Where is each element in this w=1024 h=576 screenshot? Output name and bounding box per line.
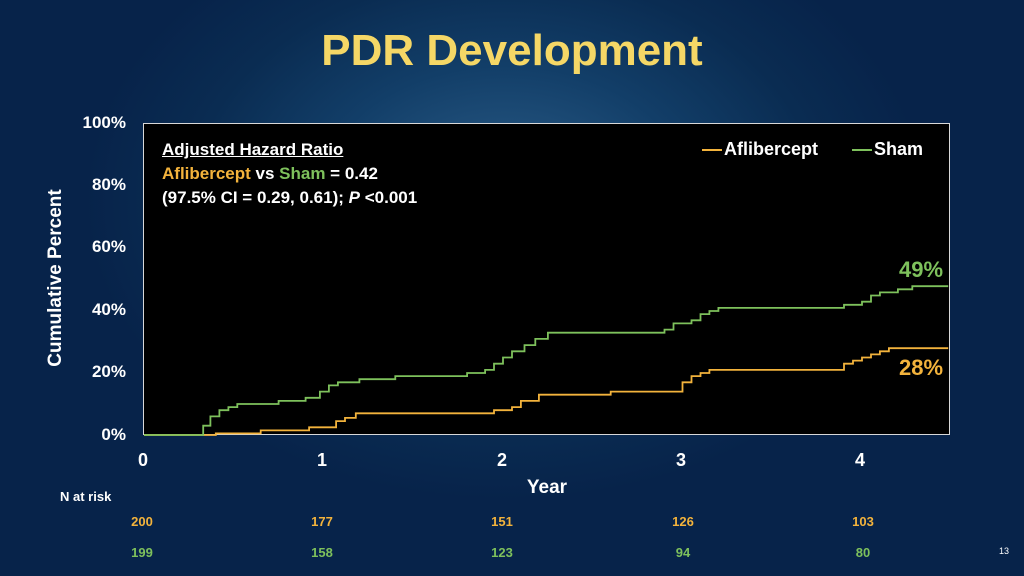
n-at-risk-aflibercept-4: 103 bbox=[852, 514, 874, 529]
km-chart bbox=[144, 285, 949, 436]
n-at-risk-aflibercept-2: 151 bbox=[491, 514, 513, 529]
y-tick-60: 60% bbox=[91, 237, 126, 256]
hr-value: = 0.42 bbox=[325, 164, 378, 183]
n-at-risk-label: N at risk bbox=[60, 489, 112, 504]
y-tick-20: 20% bbox=[91, 362, 126, 381]
n-at-risk-aflibercept-3: 126 bbox=[672, 514, 694, 529]
x-axis-label: Year bbox=[526, 477, 568, 498]
hr-aflibercept-word: Aflibercept bbox=[162, 164, 251, 183]
series-line-sham bbox=[144, 285, 949, 436]
legend-label-sham: Sham bbox=[874, 139, 924, 159]
y-tick-100: 100% bbox=[82, 113, 126, 132]
y-tick-0: 0% bbox=[101, 425, 126, 444]
hr-sham-word: Sham bbox=[279, 164, 326, 183]
x-tick-4: 4 bbox=[854, 450, 866, 470]
legend-swatch-aflibercept bbox=[702, 148, 722, 151]
hazard-ratio-annotation: Adjusted Hazard Ratio Aflibercept vs Sha… bbox=[162, 138, 417, 210]
hazard-ratio-title: Adjusted Hazard Ratio bbox=[162, 140, 344, 159]
n-at-risk-sham-0: 199 bbox=[131, 545, 153, 560]
n-at-risk-sham-2: 123 bbox=[491, 545, 513, 560]
n-at-risk-sham-4: 80 bbox=[855, 545, 871, 560]
slide-title: PDR Development bbox=[321, 26, 703, 75]
p-value: <0.001 bbox=[359, 188, 418, 207]
x-tick-3: 3 bbox=[675, 450, 687, 470]
legend-sham: Sham bbox=[852, 139, 923, 160]
legend-label-aflibercept: Aflibercept bbox=[724, 139, 819, 159]
n-at-risk-aflibercept-0: 200 bbox=[131, 514, 153, 529]
slide-number: 13 bbox=[999, 546, 1010, 556]
ci-line: (97.5% CI = 0.29, 0.61); P <0.001 bbox=[162, 186, 417, 210]
p-label: P bbox=[348, 188, 360, 207]
end-label-aflibercept: 28% bbox=[899, 355, 944, 380]
ci-text: (97.5% CI = 0.29, 0.61); bbox=[162, 188, 349, 207]
hr-vs-word: vs bbox=[250, 164, 280, 183]
x-tick-2: 2 bbox=[496, 450, 508, 470]
end-label-sham: 49% bbox=[899, 257, 944, 282]
hazard-ratio-line: Aflibercept vs Sham = 0.42 bbox=[162, 162, 417, 186]
n-at-risk-sham-1: 158 bbox=[311, 545, 333, 560]
n-at-risk-sham-3: 94 bbox=[675, 545, 691, 560]
x-tick-0: 0 bbox=[137, 450, 149, 470]
legend-aflibercept: Aflibercept bbox=[702, 139, 818, 160]
x-tick-1: 1 bbox=[316, 450, 328, 470]
legend-swatch-sham bbox=[852, 148, 872, 151]
y-tick-40: 40% bbox=[91, 300, 126, 319]
plot-area bbox=[143, 123, 950, 436]
series-line-aflibercept bbox=[144, 347, 949, 436]
y-axis-label: Cumulative Percent bbox=[45, 189, 66, 367]
y-tick-80: 80% bbox=[91, 175, 126, 194]
n-at-risk-aflibercept-1: 177 bbox=[311, 514, 333, 529]
